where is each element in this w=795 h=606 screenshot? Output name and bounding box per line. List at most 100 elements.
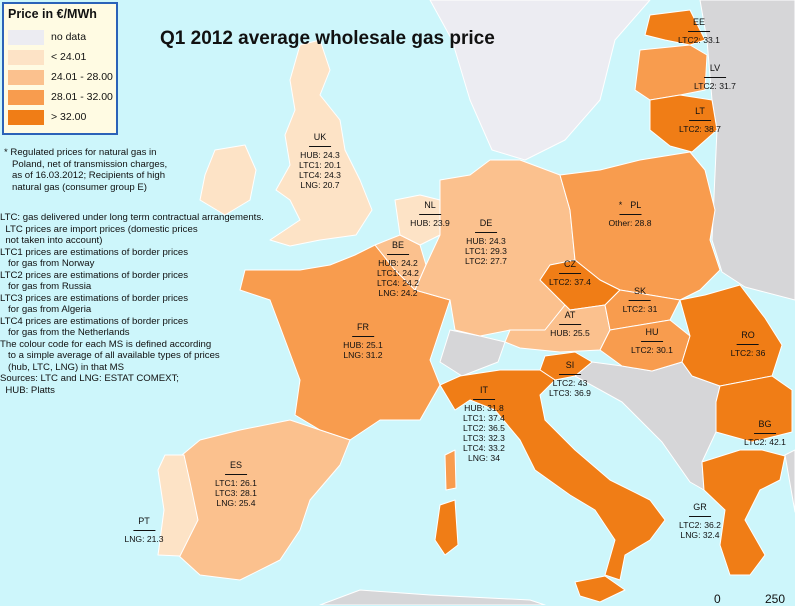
country-code: SI xyxy=(549,360,591,370)
label-divider xyxy=(687,31,710,32)
price-value: HUB: 24.3 xyxy=(466,236,506,246)
price-value: LTC1: 26.1 xyxy=(215,478,257,488)
country-label-fr: FR HUB: 25.1 LNG: 31.2 xyxy=(343,322,383,360)
legend-title: Price in €/MWh xyxy=(8,7,97,21)
country-code: BE xyxy=(377,240,419,250)
country-label-lt: LT LTC2: 38.7 xyxy=(679,106,721,134)
country-shape-lt xyxy=(649,94,718,153)
label-divider xyxy=(688,516,711,517)
country-code-text: PT xyxy=(138,516,150,526)
country-code: UK xyxy=(299,132,341,142)
label-divider xyxy=(688,120,711,121)
country-code: AT xyxy=(550,310,590,320)
country-code: PT xyxy=(124,516,163,526)
country-label-ee: EE LTC2: 33.1 xyxy=(678,17,720,45)
country-shape-scandinavia xyxy=(429,0,651,161)
country-code: RO xyxy=(731,330,766,340)
label-divider xyxy=(308,146,331,147)
label-divider xyxy=(753,433,776,434)
label-divider xyxy=(224,474,247,475)
country-shape-turkey xyxy=(784,449,795,513)
country-label-es: ES LTC1: 26.1 LTC3: 28.1 LNG: 25.4 xyxy=(215,460,257,508)
country-code: * PL xyxy=(609,200,652,210)
country-code: FR xyxy=(343,322,383,332)
price-value: HUB: 24.2 xyxy=(378,258,418,268)
price-value: LTC2: 42.1 xyxy=(744,437,786,447)
country-label-uk: UK HUB: 24.3 LTC1: 20.1 LTC4: 24.3 LNG: 20.7 xyxy=(299,132,341,190)
price-value: LTC1: 20.1 xyxy=(299,160,341,170)
country-label-be: BE HUB: 24.2 LTC1: 24.2 LTC4: 24.2 LNG: 24.2 xyxy=(377,240,419,298)
country-code-text: BG xyxy=(758,419,772,429)
country-code: LV xyxy=(694,63,736,73)
country-shape-ireland xyxy=(199,144,257,216)
country-label-hu: HU LTC2: 30.1 xyxy=(631,327,673,355)
country-code-text: DE xyxy=(479,218,493,228)
price-value: LTC3: 28.1 xyxy=(215,488,257,498)
country-code-text: IT xyxy=(479,385,488,395)
price-value: LTC2: 31.7 xyxy=(694,81,736,91)
price-value: LTC1: 29.3 xyxy=(465,246,507,256)
country-code-text: SI xyxy=(565,360,575,370)
legend-swatch xyxy=(8,89,44,105)
legend-item: 28.01 - 32.00 xyxy=(8,87,113,107)
label-divider xyxy=(352,336,374,337)
country-code: CZ xyxy=(549,259,591,269)
label-divider xyxy=(629,300,651,301)
country-label-at: AT HUB: 25.5 xyxy=(550,310,590,338)
definitions-note: LTC: gas delivered under long term contr… xyxy=(0,212,264,396)
country-code-text: RO xyxy=(741,330,755,340)
country-code-text: UK xyxy=(313,132,327,142)
scale-end: 250 xyxy=(765,592,786,606)
country-label-lv: LV LTC2: 31.7 xyxy=(694,63,736,91)
footnote-marker: * xyxy=(618,200,623,210)
price-value: LTC2: 31 xyxy=(622,304,658,314)
price-value: HUB: 23.9 xyxy=(410,218,450,228)
country-code-text: GR xyxy=(693,502,707,512)
country-label-gr: GR LTC2: 36.2 LNG: 32.4 xyxy=(679,502,721,540)
price-value: LTC3: 36.9 xyxy=(549,388,591,398)
country-shape-sicily xyxy=(574,575,626,603)
country-shape-corsica xyxy=(444,449,457,491)
country-label-pl: * PL Other: 28.8 xyxy=(609,200,652,228)
legend-label: > 32.00 xyxy=(51,111,87,123)
label-divider xyxy=(559,324,581,325)
country-code-text: EE xyxy=(692,17,706,27)
legend-label: 24.01 - 28.00 xyxy=(51,71,113,83)
country-label-de: DE HUB: 24.3 LTC1: 29.3 LTC2: 27.7 xyxy=(465,218,507,266)
country-code-text: FR xyxy=(357,322,369,332)
country-shape-it xyxy=(439,369,666,581)
country-code: DE xyxy=(465,218,507,228)
price-value: LTC4: 24.3 xyxy=(299,170,341,180)
price-value: LTC1: 24.2 xyxy=(377,268,419,278)
country-code-text: ES xyxy=(229,460,243,470)
label-divider xyxy=(737,344,759,345)
price-value: LTC3: 32.3 xyxy=(463,433,505,443)
country-shape-switzerland xyxy=(439,329,506,377)
price-value: LTC2: 27.7 xyxy=(465,256,507,266)
price-value: LTC2: 33.1 xyxy=(678,35,720,45)
country-code-text: AT xyxy=(564,310,576,320)
country-shape-east-non-eu xyxy=(699,0,795,301)
price-value: LTC2: 38.7 xyxy=(679,124,721,134)
country-code-text: NL xyxy=(424,200,436,210)
price-value: LTC2: 37.4 xyxy=(549,277,591,287)
country-label-ro: RO LTC2: 36 xyxy=(731,330,766,358)
country-code-text: LV xyxy=(709,63,721,73)
country-shape-es xyxy=(177,419,351,581)
legend-swatch xyxy=(8,109,44,125)
country-shape-sardinia xyxy=(434,499,459,556)
country-code-text: SK xyxy=(633,286,646,296)
price-value: LNG: 31.2 xyxy=(343,350,383,360)
legend-label: no data xyxy=(51,31,87,43)
country-label-sk: SK LTC2: 31 xyxy=(623,286,658,314)
country-code-text: HU xyxy=(645,327,659,337)
map-title: Q1 2012 average wholesale gas price xyxy=(160,28,495,49)
price-value: LTC4: 33.2 xyxy=(463,443,505,453)
label-divider xyxy=(619,214,641,215)
country-code: BG xyxy=(744,419,786,429)
country-label-bg: BG LTC2: 42.1 xyxy=(744,419,786,447)
label-divider xyxy=(419,214,441,215)
label-divider xyxy=(472,399,495,400)
country-code: ES xyxy=(215,460,257,470)
country-shape-pt xyxy=(157,454,199,557)
